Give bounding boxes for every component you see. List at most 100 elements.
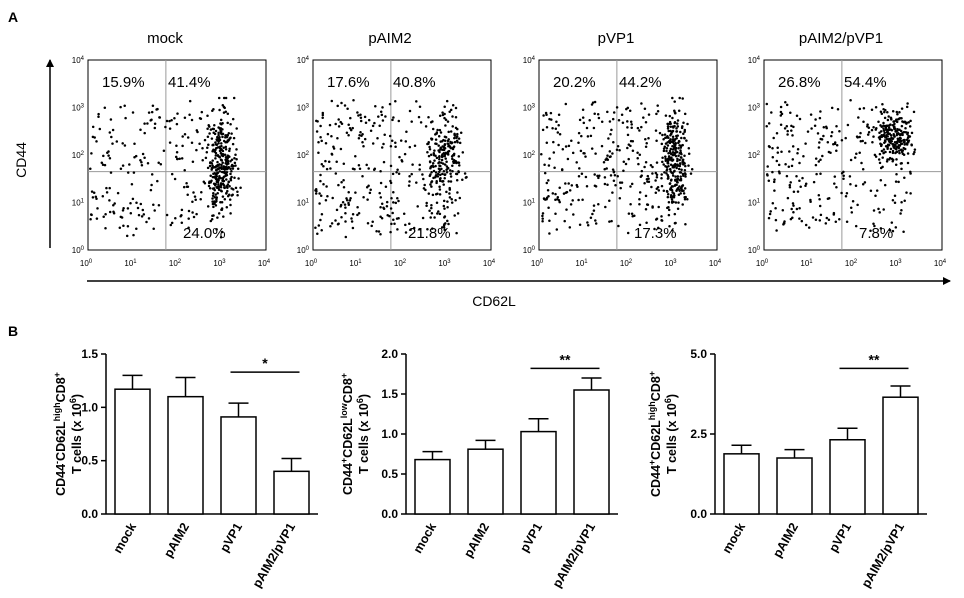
event-dot [541,219,544,223]
event-dot [147,111,151,114]
event-dot [357,163,361,167]
event-dot [900,124,904,128]
event-dot [555,228,559,231]
event-dot [119,105,122,109]
event-dot [95,217,99,220]
event-dot [205,151,209,154]
event-dot [175,122,179,126]
event-dot [913,150,916,154]
event-dot [208,186,212,190]
event-dot [819,172,822,176]
event-dot [773,189,776,192]
event-dot [550,118,553,121]
event-dot [771,170,774,174]
event-dot [870,108,874,112]
event-dot [334,172,338,175]
event-dot [678,171,682,174]
event-dot [626,126,629,129]
event-dot [665,149,668,153]
event-dot [626,133,630,137]
event-dot [429,120,433,124]
y-axis-label: CD44+CD62LhighCD8+T cells (x 106) [647,371,679,497]
event-dot [660,184,664,188]
event-dot [358,167,362,171]
event-dot [684,195,687,199]
event-dot [212,182,216,185]
event-dot [557,198,561,202]
event-dot [555,120,558,123]
event-dot [434,171,438,174]
event-dot [207,181,211,185]
event-dot [461,151,465,154]
event-dot [631,149,635,153]
event-dot [842,177,845,181]
event-dot [676,125,680,128]
y-tick-label: 104 [297,56,310,65]
event-dot [856,203,859,207]
category-label: pAIM2/pVP1 [250,520,298,590]
event-dot [894,163,898,167]
event-dot [226,121,229,125]
event-dot [428,147,432,151]
event-dot [904,126,907,130]
event-dot [220,208,224,211]
event-dot [869,189,873,192]
event-dot [217,167,220,171]
event-dot [367,118,371,122]
event-dot [464,176,468,179]
event-dot [883,131,886,134]
event-dot [204,156,208,160]
event-dot [894,180,898,183]
event-dot [880,135,884,139]
event-dot [850,211,854,214]
event-dot [395,170,398,174]
event-dot [673,121,677,124]
event-dot [631,140,635,143]
event-dot [552,151,556,154]
event-dot [125,234,129,238]
event-dot [217,131,220,135]
event-dot [678,144,681,147]
event-dot [679,192,682,195]
event-dot [680,152,683,156]
event-dot [231,142,235,146]
event-dot [210,162,214,165]
event-dot [435,201,439,204]
event-dot [147,217,151,220]
event-dot [883,116,887,120]
event-dot [549,111,553,115]
event-dot [616,175,619,178]
event-dot [833,182,836,185]
event-dot [879,110,883,114]
event-dot [230,169,233,173]
event-dot [123,104,126,107]
event-dot [140,163,144,167]
event-dot [98,127,102,131]
event-dot [670,171,673,174]
event-dot [322,183,325,186]
event-dot [589,216,593,219]
event-dot [429,183,432,186]
event-dot [390,196,393,200]
event-dot [94,195,98,199]
event-dot [835,125,838,128]
event-dot [672,200,675,204]
x-tick-label: 103 [889,259,902,268]
event-dot [380,202,384,205]
event-dot [336,136,339,140]
event-dot [814,157,818,160]
event-dot [390,222,393,226]
event-dot [664,136,667,139]
event-dot [152,203,155,206]
event-dot [640,125,643,129]
event-dot [410,172,413,176]
event-dot [662,163,665,166]
category-label: pVP1 [217,520,245,554]
event-dot [438,193,442,196]
event-dot [440,161,443,165]
event-dot [654,179,657,182]
significance-label: * [262,355,268,371]
event-dot [901,133,904,137]
event-dot [565,208,568,211]
event-dot [682,192,686,195]
